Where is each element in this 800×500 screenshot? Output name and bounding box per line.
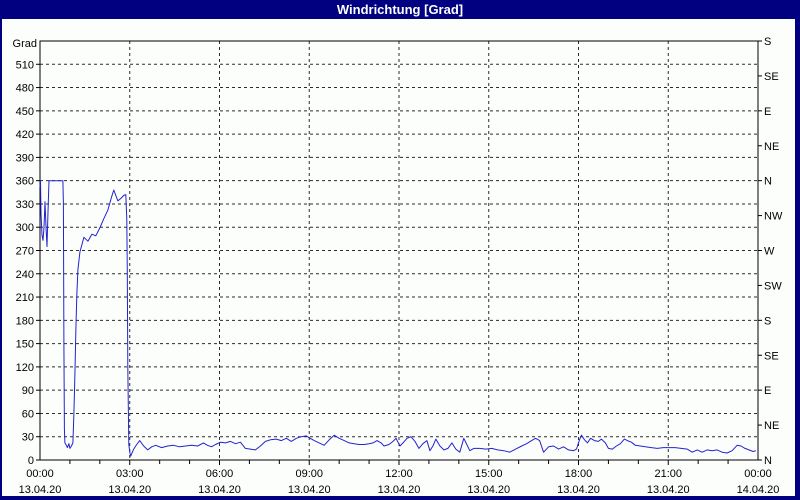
chart-panel [2,19,795,496]
window-title: Windrichtung [Grad] [336,2,464,17]
window-titlebar: Windrichtung [Grad] [0,0,800,19]
